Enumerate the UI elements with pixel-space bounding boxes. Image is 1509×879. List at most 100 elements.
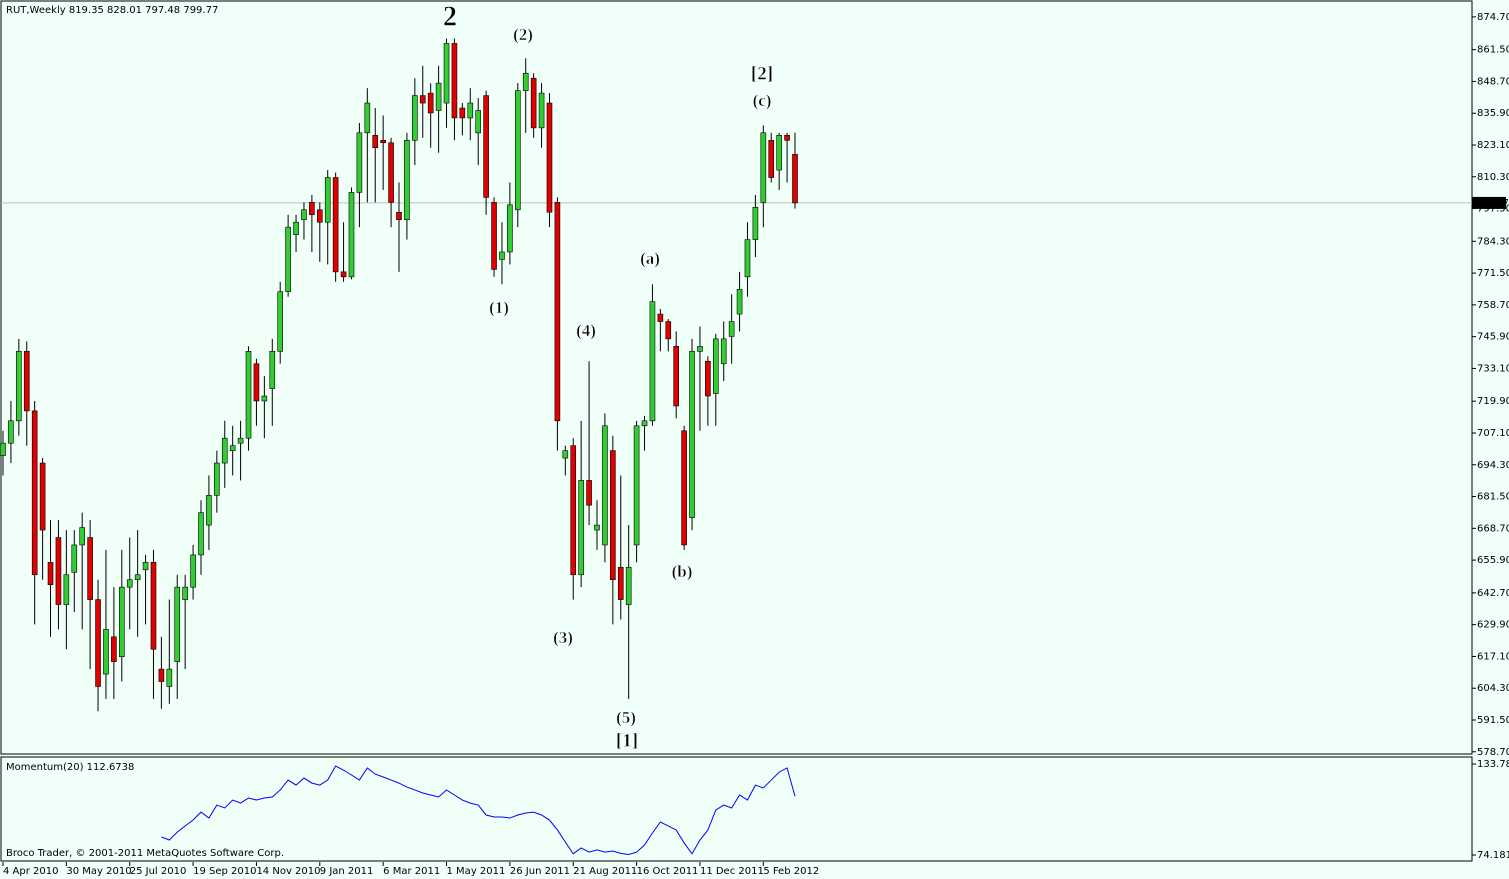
wave-label: (c) — [753, 91, 772, 110]
candle-body — [324, 177, 331, 223]
candle-body — [792, 154, 798, 204]
candle-body — [0, 442, 6, 456]
candle-body — [206, 495, 212, 526]
wave-label: (b) — [672, 562, 693, 581]
x-tick-label: 6 Mar 2011 — [383, 866, 440, 877]
y-tick-label: 668.70 — [1477, 523, 1509, 534]
candle-body — [562, 450, 569, 459]
candle-body — [760, 132, 767, 203]
y-tick-label: 861.50 — [1477, 45, 1509, 56]
candle-body — [285, 226, 291, 293]
candle-body — [126, 579, 133, 588]
candle-body — [142, 562, 149, 571]
candle-body — [736, 288, 743, 315]
candle-body — [364, 102, 371, 134]
candle-body — [214, 462, 220, 496]
candle-body — [665, 321, 672, 340]
candle-body — [134, 574, 141, 581]
candle-body — [522, 72, 529, 91]
candle-body — [332, 177, 339, 273]
x-tick-label: 16 Oct 2011 — [637, 866, 699, 877]
y-tick-label: 848.70 — [1477, 76, 1509, 87]
candle-body — [380, 139, 386, 144]
x-tick-label: 21 Aug 2011 — [573, 866, 637, 877]
x-tick-label: 4 Apr 2010 — [3, 866, 58, 877]
candle-body — [150, 562, 157, 650]
candle-body — [404, 139, 410, 221]
candle-body — [483, 95, 489, 198]
candle-body — [649, 301, 656, 422]
candle-body — [277, 291, 284, 352]
x-tick-label: 30 May 2010 — [66, 866, 131, 877]
candle-body — [594, 524, 600, 531]
x-tick-label: 5 Feb 2012 — [763, 866, 819, 877]
y-tick-label: 642.70 — [1477, 588, 1509, 599]
candle-body — [111, 636, 117, 662]
candle-body — [39, 462, 46, 531]
candle-body — [673, 346, 680, 407]
candle-body — [309, 202, 315, 216]
y-tick-label: 694.30 — [1477, 460, 1509, 471]
candle-body — [427, 92, 434, 114]
candle-body — [554, 202, 561, 422]
y-tick-label: 874.70 — [1477, 12, 1509, 23]
candle-body — [697, 346, 703, 352]
wave-label: [2] — [751, 63, 773, 84]
y-tick-label: 604.30 — [1477, 683, 1509, 694]
candle-body — [507, 204, 513, 253]
y-tick-label: 745.90 — [1477, 332, 1509, 343]
x-tick-label: 9 Jan 2011 — [320, 866, 374, 877]
candle-body — [768, 139, 775, 178]
x-tick-label: 26 Jun 2011 — [510, 866, 570, 877]
x-tick-label: 1 May 2011 — [447, 866, 506, 877]
wave-label: (5) — [616, 708, 636, 727]
candle-body — [610, 450, 616, 581]
candle-body — [419, 95, 426, 104]
main-panel — [0, 0, 1473, 755]
candle-body — [198, 512, 204, 556]
candle-body — [8, 420, 14, 444]
candle-body — [158, 668, 165, 682]
y-tick-label: 133.78 — [1477, 759, 1509, 770]
candle-body — [570, 445, 577, 576]
candle-body — [491, 202, 497, 270]
candle-body — [190, 554, 196, 588]
candle-body — [229, 445, 236, 451]
candle-body — [316, 209, 323, 223]
candle-body — [245, 351, 252, 439]
candle-body — [412, 95, 418, 141]
candle-body — [269, 351, 276, 389]
candle-body — [720, 338, 727, 365]
candle-body — [705, 360, 711, 397]
y-tick-label: 681.50 — [1477, 492, 1509, 503]
candle-body — [641, 420, 648, 427]
candle-body — [71, 544, 78, 573]
candle-body — [388, 142, 394, 203]
wave-label: (2) — [513, 25, 533, 44]
candle-body — [55, 537, 62, 605]
chart-title: RUT,Weekly 819.35 828.01 797.48 799.77 — [6, 5, 218, 16]
candle-body — [63, 574, 70, 605]
candle-body — [87, 537, 93, 600]
y-tick-label: 655.90 — [1477, 555, 1509, 566]
candle-body — [182, 586, 188, 600]
candle-body — [625, 567, 632, 605]
candle-body — [435, 82, 442, 111]
candle-body — [119, 586, 125, 657]
candle-body — [744, 239, 751, 278]
y-tick-label: 719.90 — [1477, 396, 1509, 407]
candle-body — [633, 425, 640, 546]
candle-body — [499, 251, 505, 260]
x-tick-label: 11 Dec 2011 — [700, 866, 764, 877]
y-tick-label: 835.90 — [1477, 108, 1509, 119]
candle-body — [451, 43, 458, 119]
candle-body — [514, 90, 521, 211]
candle-body — [253, 363, 260, 402]
momentum-line — [161, 765, 796, 856]
y-tick-label: 578.70 — [1477, 747, 1509, 758]
last-price-label: 799.77 — [1474, 198, 1509, 209]
last-price-box — [1472, 196, 1506, 209]
candle-body — [657, 313, 664, 322]
